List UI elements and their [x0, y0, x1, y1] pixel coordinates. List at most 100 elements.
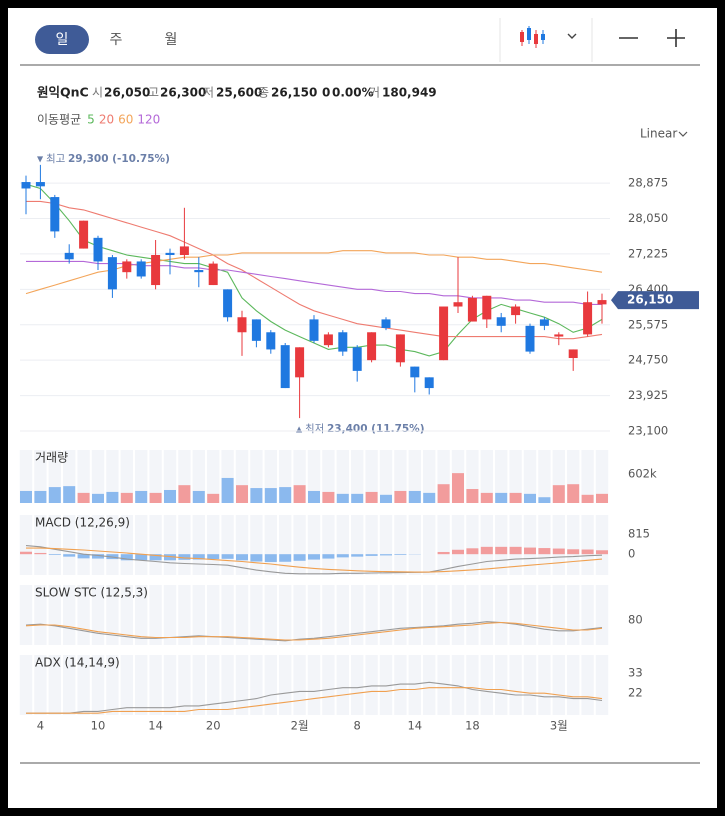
- indicator-line: [26, 687, 603, 714]
- histogram-bar: [279, 554, 292, 562]
- volume-bar: [164, 489, 176, 503]
- candle-body: [568, 349, 578, 359]
- y-tick-label: 80: [628, 613, 643, 627]
- column-stripe: [495, 515, 508, 575]
- column-stripe: [120, 450, 133, 503]
- indicator-line: [26, 200, 603, 340]
- column-stripe: [34, 655, 47, 715]
- column-stripe: [178, 515, 191, 575]
- column-stripe: [207, 515, 220, 575]
- column-stripe: [336, 450, 349, 503]
- column-stripe: [322, 450, 335, 503]
- histogram-bar: [149, 554, 162, 561]
- volume-bar: [480, 492, 493, 503]
- volume-bar: [293, 485, 306, 503]
- volume-bar: [48, 487, 61, 503]
- volume-bar: [552, 485, 565, 503]
- tab[interactable]: 일: [56, 32, 69, 48]
- histogram-bar: [250, 554, 263, 562]
- scale-select[interactable]: Linear: [640, 127, 677, 141]
- stat-label: 시: [92, 86, 103, 100]
- tab[interactable]: 주: [110, 32, 123, 48]
- stat-label: 종: [258, 86, 269, 100]
- candle-body: [338, 332, 348, 352]
- column-stripe: [91, 515, 105, 575]
- candle-body: [453, 302, 463, 307]
- volume-bar: [509, 492, 522, 503]
- volume-bar: [34, 490, 47, 503]
- column-stripe: [466, 585, 479, 645]
- low-label: 최저: [305, 423, 324, 435]
- candle-body: [410, 366, 420, 378]
- histogram-bar: [351, 554, 364, 557]
- histogram-bar: [495, 546, 508, 555]
- x-tick-label: 4: [37, 719, 44, 733]
- tab-selected[interactable]: [35, 25, 89, 54]
- candle-body: [35, 182, 45, 187]
- x-tick-label: 20: [206, 719, 221, 733]
- column-stripe: [235, 515, 249, 575]
- candle-body: [79, 220, 89, 249]
- current-price-box: [611, 291, 699, 310]
- volume-bar: [192, 490, 205, 503]
- column-stripe: [63, 655, 76, 715]
- histogram-bar: [20, 551, 32, 555]
- candle-body: [583, 302, 593, 335]
- y-tick-label: 24,750: [628, 353, 668, 367]
- legend-item: 5: [87, 113, 95, 127]
- column-stripe: [149, 655, 162, 715]
- panel-title: ADX (14,14,9): [35, 656, 120, 670]
- column-stripe: [451, 655, 465, 715]
- column-stripe: [408, 450, 421, 503]
- column-stripe: [48, 655, 61, 715]
- y-tick-label: 22: [628, 686, 643, 700]
- histogram-bar: [581, 549, 594, 555]
- volume-bar: [63, 486, 76, 503]
- stat-value: 26,050: [104, 86, 150, 100]
- column-stripe: [552, 585, 565, 645]
- column-stripe: [567, 655, 580, 715]
- column-stripe: [523, 585, 537, 645]
- column-stripe: [365, 515, 378, 575]
- column-stripe: [523, 655, 537, 715]
- histogram-bar: [77, 554, 90, 559]
- column-stripe: [293, 515, 306, 575]
- column-stripe: [437, 655, 450, 715]
- column-stripe: [322, 655, 335, 715]
- candle-body: [50, 197, 60, 232]
- volume-bar: [236, 485, 248, 503]
- tab[interactable]: 월: [165, 32, 178, 48]
- volume-bar: [221, 477, 234, 503]
- candle-body: [280, 345, 290, 389]
- column-stripe: [336, 515, 349, 575]
- volume-bar: [365, 491, 378, 503]
- column-stripe: [423, 655, 436, 715]
- column-stripe: [509, 450, 522, 503]
- column-stripe: [19, 655, 33, 715]
- column-stripe: [149, 515, 162, 575]
- column-stripe: [538, 655, 551, 715]
- volume-bar: [437, 484, 450, 503]
- indicator-line: [25, 545, 603, 575]
- column-stripe: [106, 450, 119, 503]
- scale-chevron[interactable]: [678, 131, 688, 137]
- column-stripe: [538, 585, 551, 645]
- column-stripe: [394, 450, 407, 503]
- column-stripe: [379, 655, 393, 715]
- indicator-line: [26, 260, 602, 305]
- candle-body: [223, 289, 233, 318]
- column-stripe: [293, 585, 306, 645]
- x-tick-label: 18: [465, 719, 480, 733]
- y-tick-label: 0: [628, 547, 635, 561]
- y-tick-label: 23,100: [628, 423, 668, 437]
- chart-type-button[interactable]: [520, 26, 577, 48]
- column-stripe: [207, 655, 220, 715]
- zoom-in-button[interactable]: [667, 29, 685, 47]
- column-stripe: [19, 450, 33, 503]
- column-stripe: [379, 585, 393, 645]
- column-stripe: [567, 585, 580, 645]
- indicator-line: [25, 183, 603, 357]
- volume-bar: [351, 493, 364, 503]
- column-stripe: [221, 655, 234, 715]
- candle-body: [165, 252, 175, 256]
